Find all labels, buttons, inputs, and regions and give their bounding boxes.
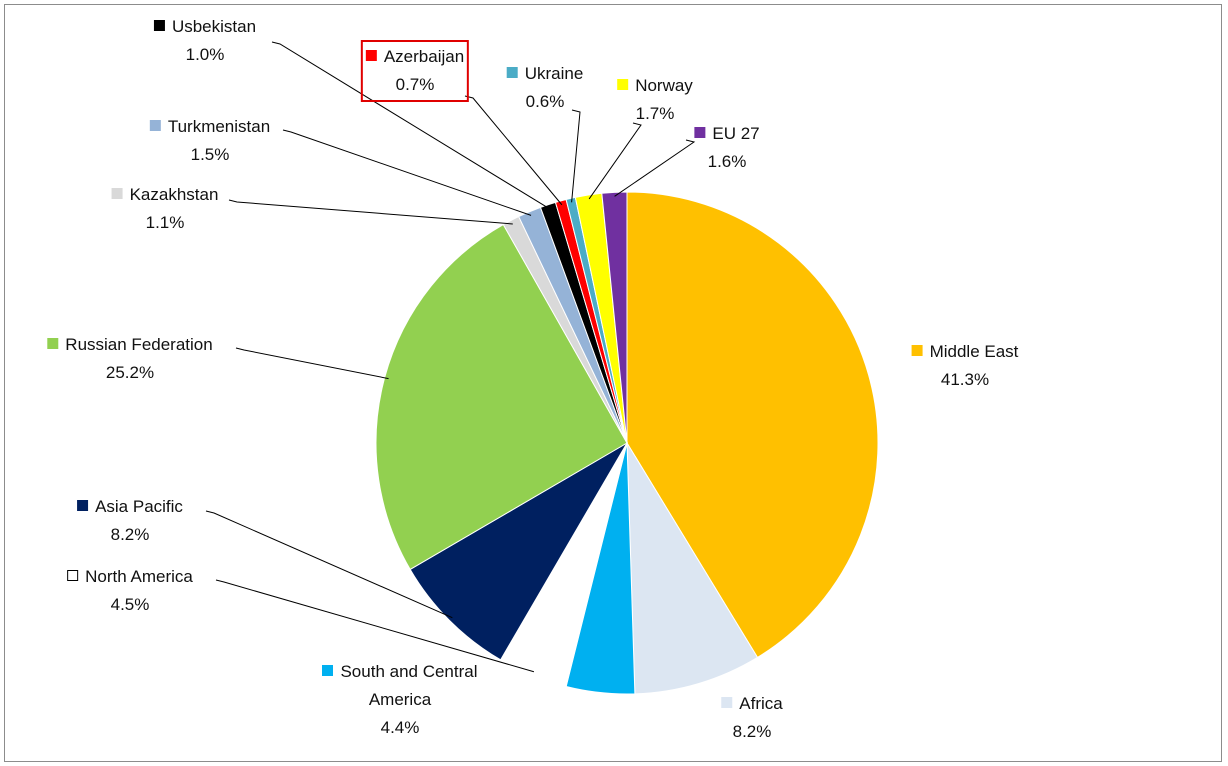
- legend-swatch: [149, 120, 161, 131]
- category-label: Ukraine: [524, 64, 584, 83]
- legend-swatch: [153, 20, 165, 31]
- leader-line: [614, 139, 696, 197]
- label-block: Azerbaijan 0.7%: [360, 40, 470, 102]
- label-block: Middle East 41.3%: [911, 338, 1019, 394]
- legend-swatch: [617, 79, 629, 90]
- data-label: EU 27 1.6%: [694, 120, 760, 176]
- category-label: Middle East: [929, 342, 1019, 361]
- data-label: Turkmenistan 1.5%: [149, 113, 271, 169]
- legend-swatch: [721, 697, 733, 708]
- label-block: Norway 1.7%: [617, 72, 693, 128]
- legend-swatch: [322, 665, 334, 676]
- value-label: 1.5%: [190, 145, 230, 164]
- category-label: Africa: [739, 694, 783, 713]
- category-label: South and Central America: [340, 662, 478, 709]
- category-label: Usbekistan: [171, 17, 257, 36]
- leader-line: [588, 122, 642, 200]
- label-block: North America 4.5%: [67, 563, 193, 619]
- legend-swatch: [111, 188, 123, 199]
- category-label: Russian Federation: [65, 335, 213, 354]
- pie-slice: [626, 441, 759, 695]
- value-label: 0.6%: [525, 92, 565, 111]
- value-label: 25.2%: [105, 363, 155, 382]
- label-block: EU 27 1.6%: [694, 120, 760, 176]
- data-label: Azerbaijan 0.7%: [360, 40, 470, 102]
- data-label: South and Central America 4.4%: [300, 658, 500, 742]
- value-label: 0.7%: [395, 75, 435, 94]
- leader-line: [205, 510, 453, 619]
- pie-slice: [601, 191, 628, 444]
- leader-line: [228, 199, 513, 225]
- data-label: Middle East 41.3%: [911, 338, 1019, 394]
- category-label: North America: [85, 567, 193, 586]
- leader-line: [215, 579, 535, 673]
- value-label: 4.5%: [110, 595, 150, 614]
- category-label: EU 27: [712, 124, 760, 143]
- legend-swatch: [77, 500, 89, 511]
- data-label: Norway 1.7%: [617, 72, 693, 128]
- label-block: Usbekistan 1.0%: [153, 13, 257, 69]
- data-label: Russian Federation 25.2%: [47, 331, 213, 387]
- leader-line: [464, 95, 563, 206]
- data-label: Kazakhstan 1.1%: [111, 181, 219, 237]
- value-label: 1.6%: [707, 152, 747, 171]
- value-label: 4.4%: [380, 718, 420, 737]
- label-block: Turkmenistan 1.5%: [149, 113, 271, 169]
- value-label: 1.7%: [635, 104, 675, 123]
- category-label: Norway: [635, 76, 693, 95]
- category-label: Kazakhstan: [129, 185, 219, 204]
- leader-line: [235, 347, 389, 380]
- value-label: 1.1%: [145, 213, 185, 232]
- label-block: Asia Pacific 8.2%: [77, 493, 183, 549]
- data-label: Africa 8.2%: [721, 690, 783, 746]
- value-label: 8.2%: [732, 722, 772, 741]
- label-block: Ukraine 0.6%: [506, 60, 584, 116]
- legend-swatch: [365, 50, 377, 61]
- value-label: 41.3%: [940, 370, 990, 389]
- legend-swatch: [694, 127, 706, 138]
- legend-swatch: [47, 338, 59, 349]
- data-label: Usbekistan 1.0%: [153, 13, 257, 69]
- leader-line: [271, 41, 550, 209]
- leader-line: [282, 129, 532, 216]
- category-label: Asia Pacific: [95, 497, 183, 516]
- chart-frame: [4, 4, 1222, 762]
- data-label: Ukraine 0.6%: [506, 60, 584, 116]
- leader-line: [571, 109, 581, 203]
- pie-slice: [409, 441, 629, 661]
- label-block: Russian Federation 25.2%: [47, 331, 213, 387]
- legend-swatch: [67, 570, 79, 581]
- category-label: Azerbaijan: [383, 47, 465, 66]
- value-label: 1.0%: [185, 45, 225, 64]
- data-label: North America 4.5%: [67, 563, 193, 619]
- legend-swatch: [506, 67, 518, 78]
- label-block: Africa 8.2%: [721, 690, 783, 746]
- label-block: South and Central America 4.4%: [300, 658, 500, 742]
- category-label: Turkmenistan: [167, 117, 271, 136]
- value-label: 8.2%: [110, 525, 150, 544]
- legend-swatch: [911, 345, 923, 356]
- pie-slice: [626, 191, 879, 659]
- data-label: Asia Pacific 8.2%: [77, 493, 183, 549]
- label-block: Kazakhstan 1.1%: [111, 181, 219, 237]
